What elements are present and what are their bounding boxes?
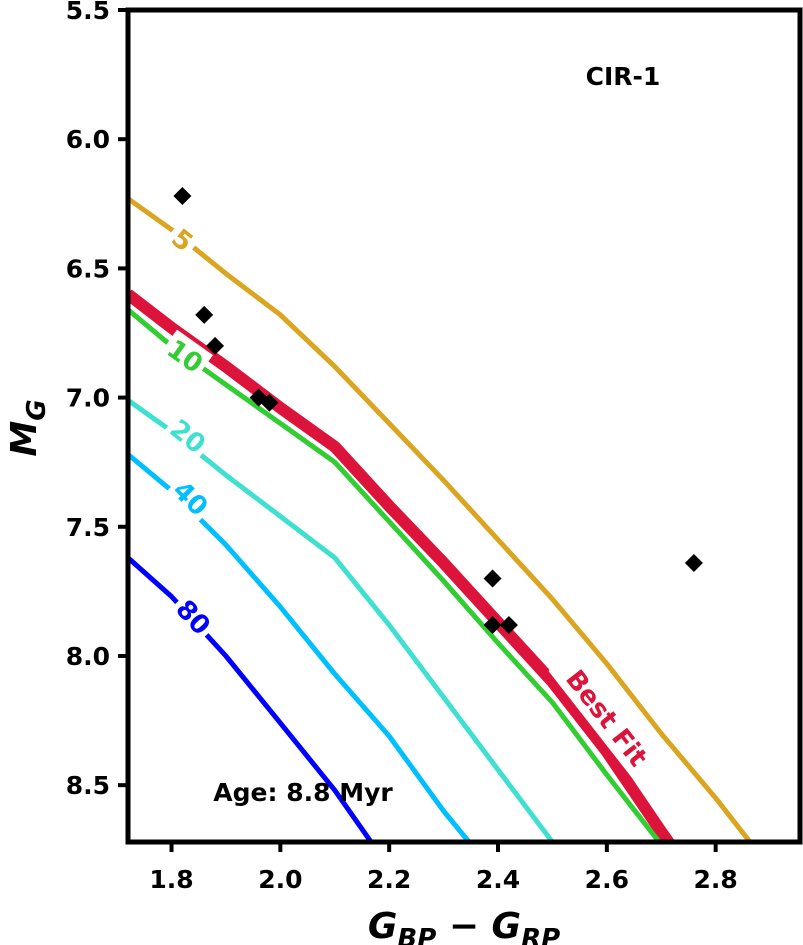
x-axis-title-sub2: RP — [521, 924, 560, 945]
data-point — [195, 305, 214, 324]
x-tick-label: 1.8 — [149, 865, 193, 894]
data-point — [206, 336, 225, 355]
data-point — [483, 569, 502, 588]
data-point — [483, 615, 502, 634]
curve-label-gap-5 — [161, 218, 204, 262]
x-tick-label: 2.8 — [694, 865, 738, 894]
age-label: Age: 8.8 Myr — [213, 778, 393, 807]
y-tick-label: 7.0 — [66, 384, 110, 413]
curve-label-gap-20 — [160, 409, 216, 464]
data-point — [173, 187, 192, 206]
x-tick-label: 2.2 — [367, 865, 411, 894]
plot-frame — [125, 7, 803, 845]
x-axis-title: GBP − GRP — [368, 906, 560, 945]
y-axis-ticks: 5.5 6.0 6.5 7.0 7.5 8.0 8.5 — [66, 0, 128, 800]
y-axis-title: MG — [4, 399, 52, 456]
x-axis-ticks: 1.8 2.0 2.2 2.4 2.6 2.8 — [149, 842, 738, 894]
curve-5 — [128, 196, 754, 842]
y-axis-title-main: M — [4, 421, 45, 457]
x-tick-label: 2.6 — [585, 865, 629, 894]
data-points — [173, 187, 703, 634]
y-tick-label: 5.5 — [66, 0, 110, 25]
y-tick-label: 7.5 — [66, 513, 110, 542]
y-axis-title-sub: G — [22, 399, 52, 420]
curve-label-gap-80 — [165, 589, 221, 645]
curve-80 — [128, 555, 375, 842]
data-point — [260, 393, 279, 412]
curve-label-gap-best-fit — [548, 650, 666, 786]
x-tick-label: 2.4 — [476, 865, 520, 894]
y-tick-label: 6.0 — [66, 125, 110, 154]
curve-10 — [128, 307, 663, 842]
plot-background — [128, 10, 800, 842]
y-tick-label: 8.0 — [66, 642, 110, 671]
x-axis-title-minus: − — [436, 906, 491, 945]
x-axis-title-sub1: BP — [397, 924, 436, 945]
curve-label-gap-40 — [163, 470, 219, 526]
curve-label-gap-10 — [157, 329, 213, 383]
curve-best-fit — [128, 289, 676, 842]
data-point — [684, 553, 703, 572]
y-tick-label: 6.5 — [66, 254, 110, 283]
x-axis-title-main: G — [368, 906, 398, 945]
data-point — [499, 615, 518, 634]
x-tick-label: 2.0 — [258, 865, 302, 894]
cluster-label: CIR-1 — [586, 62, 661, 91]
x-axis-title-main2: G — [492, 906, 522, 945]
y-tick-label: 8.5 — [66, 771, 110, 800]
